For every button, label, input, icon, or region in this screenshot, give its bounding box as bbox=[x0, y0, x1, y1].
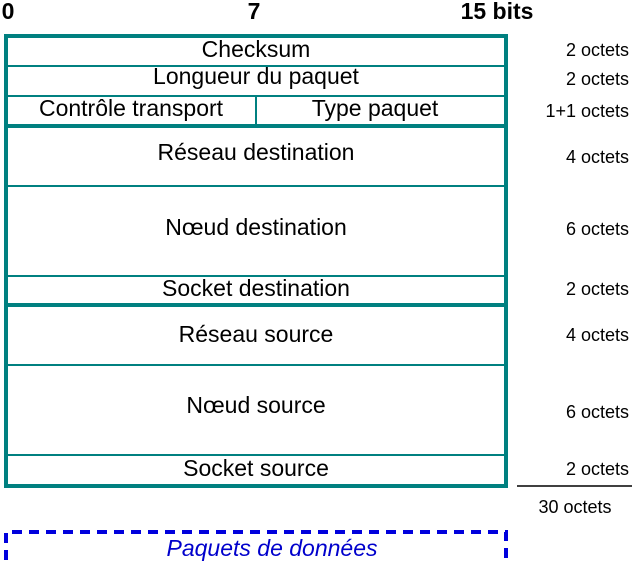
field-label: Type paquet bbox=[312, 95, 439, 121]
data-label: Paquets de données bbox=[166, 535, 378, 561]
field-label: Réseau destination bbox=[158, 139, 355, 165]
header-box bbox=[4, 34, 508, 488]
field-label: Checksum bbox=[202, 36, 311, 62]
size-label: 2 octets bbox=[566, 40, 629, 60]
size-label: 4 octets bbox=[566, 325, 629, 345]
bit-label: 7 bbox=[248, 0, 261, 24]
data-box bbox=[4, 530, 508, 560]
size-label: 4 octets bbox=[566, 147, 629, 167]
size-label: 2 octets bbox=[566, 69, 629, 89]
size-label: 6 octets bbox=[566, 402, 629, 422]
size-label: 2 octets bbox=[566, 279, 629, 299]
field-label: Socket source bbox=[183, 455, 329, 481]
size-label: 1+1 octets bbox=[545, 101, 629, 121]
field-label: Longueur du paquet bbox=[153, 63, 360, 89]
field-label: Socket destination bbox=[162, 275, 350, 301]
total-size: 30 octets bbox=[538, 497, 611, 517]
field-label: Nœud destination bbox=[165, 214, 347, 240]
field-label: Contrôle transport bbox=[39, 95, 224, 121]
bit-label: 0 bbox=[2, 0, 15, 24]
field-label: Nœud source bbox=[186, 392, 325, 418]
bit-label: 15 bits bbox=[461, 0, 534, 24]
size-label: 6 octets bbox=[566, 219, 629, 239]
size-label: 2 octets bbox=[566, 459, 629, 479]
field-label: Réseau source bbox=[179, 321, 334, 347]
